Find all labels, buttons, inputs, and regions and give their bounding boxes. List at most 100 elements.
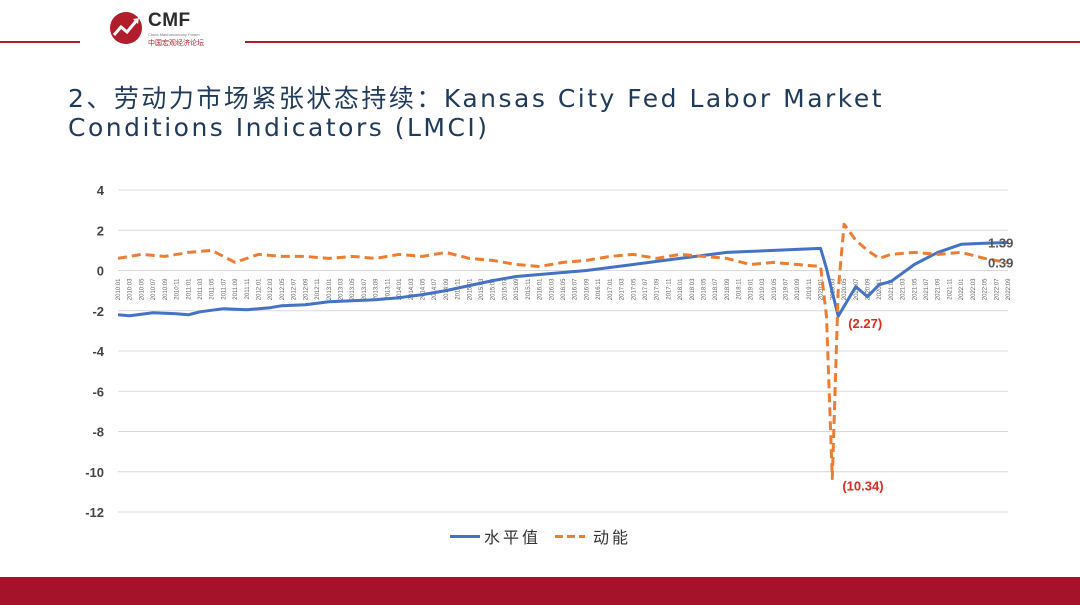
x-tick-label: 2021:11 bbox=[947, 278, 953, 300]
x-tick-label: 2015:07 bbox=[502, 278, 508, 300]
y-tick-label: -12 bbox=[85, 505, 104, 520]
x-tick-label: 2019:11 bbox=[807, 278, 813, 300]
x-tick-label: 2015:03 bbox=[479, 278, 485, 300]
data-label: 0.39 bbox=[988, 256, 1013, 271]
x-tick-label: 2013:05 bbox=[350, 278, 356, 300]
x-tick-label: 2020:09 bbox=[865, 278, 871, 300]
x-tick-label: 2011:09 bbox=[233, 278, 239, 300]
footer-bar bbox=[0, 577, 1080, 605]
chart-legend: 水平值 动能 bbox=[450, 524, 645, 548]
cmf-logo-icon bbox=[110, 12, 142, 44]
x-tick-label: 2017:01 bbox=[608, 278, 614, 300]
x-tick-label: 2020:01 bbox=[819, 278, 825, 300]
y-tick-label: 2 bbox=[97, 223, 104, 238]
x-tick-label: 2011:05 bbox=[210, 278, 216, 300]
x-tick-label: 2020:11 bbox=[877, 278, 883, 300]
y-tick-label: -6 bbox=[92, 384, 104, 399]
x-tick-label: 2013:09 bbox=[374, 278, 380, 300]
x-tick-label: 2021:03 bbox=[901, 278, 907, 300]
x-tick-label: 2022:07 bbox=[994, 278, 1000, 300]
legend-label-momentum: 动能 bbox=[593, 528, 632, 547]
x-tick-label: 2019:03 bbox=[760, 278, 766, 300]
data-label: 1.39 bbox=[988, 236, 1013, 251]
x-tick-label: 2012:03 bbox=[268, 278, 274, 300]
x-tick-label: 2018:03 bbox=[690, 278, 696, 300]
x-tick-label: 2012:07 bbox=[292, 278, 298, 300]
x-tick-label: 2012:05 bbox=[280, 278, 286, 300]
x-tick-label: 2010:11 bbox=[175, 278, 181, 300]
x-tick-label: 2013:11 bbox=[385, 278, 391, 300]
x-tick-label: 2018:09 bbox=[725, 278, 731, 300]
x-tick-label: 2020:03 bbox=[830, 278, 836, 300]
x-tick-label: 2015:09 bbox=[514, 278, 520, 300]
x-tick-label: 2021:07 bbox=[924, 278, 930, 300]
x-tick-label: 2019:07 bbox=[784, 278, 790, 300]
y-tick-label: 0 bbox=[97, 264, 104, 279]
x-tick-label: 2012:01 bbox=[257, 278, 263, 300]
data-label: (10.34) bbox=[842, 479, 883, 494]
x-tick-label: 2022:09 bbox=[1006, 278, 1012, 300]
x-tick-label: 2021:09 bbox=[936, 278, 942, 300]
x-tick-label: 2019:01 bbox=[748, 278, 754, 300]
x-tick-label: 2014:01 bbox=[397, 278, 403, 300]
x-tick-label: 2010:01 bbox=[116, 278, 122, 300]
page-title: 2、劳动力市场紧张状态持续：Kansas City Fed Labor Mark… bbox=[68, 84, 885, 142]
x-tick-label: 2020:05 bbox=[842, 278, 848, 300]
x-tick-label: 2014:05 bbox=[420, 278, 426, 300]
header-rule-right bbox=[245, 41, 1080, 43]
legend-item-momentum: 动能 bbox=[555, 524, 631, 548]
x-tick-label: 2013:07 bbox=[362, 278, 368, 300]
x-tick-label: 2012:09 bbox=[303, 278, 309, 300]
x-tick-label: 2015:11 bbox=[526, 278, 532, 300]
x-tick-label: 2010:07 bbox=[151, 278, 157, 300]
legend-label-level: 水平值 bbox=[484, 528, 542, 547]
x-tick-label: 2011:03 bbox=[198, 278, 204, 300]
x-tick-label: 2017:09 bbox=[655, 278, 661, 300]
x-tick-label: 2010:09 bbox=[163, 278, 169, 300]
x-tick-label: 2011:01 bbox=[186, 278, 192, 300]
logo-text: CMF bbox=[148, 10, 191, 31]
x-tick-label: 2017:05 bbox=[631, 278, 637, 300]
x-tick-label: 2018:05 bbox=[702, 278, 708, 300]
x-tick-label: 2015:01 bbox=[467, 278, 473, 300]
logo-chinese-name: 中国宏观经济论坛 bbox=[148, 40, 204, 47]
legend-swatch-momentum bbox=[555, 534, 586, 538]
x-tick-label: 2019:09 bbox=[795, 278, 801, 300]
x-tick-label: 2018:01 bbox=[678, 278, 684, 300]
x-tick-label: 2016:09 bbox=[584, 278, 590, 300]
x-tick-label: 2017:07 bbox=[643, 278, 649, 300]
x-tick-label: 2022:03 bbox=[971, 278, 977, 300]
x-tick-label: 2022:01 bbox=[959, 278, 965, 300]
x-tick-label: 2021:01 bbox=[889, 278, 895, 300]
series-line-level bbox=[117, 241, 1009, 318]
x-tick-label: 2022:05 bbox=[983, 278, 989, 300]
x-tick-label: 2013:03 bbox=[339, 278, 345, 300]
series-line-momentum bbox=[117, 222, 1009, 481]
x-tick-label: 2021:05 bbox=[912, 278, 918, 300]
x-tick-label: 2017:03 bbox=[620, 278, 626, 300]
x-tick-label: 2010:05 bbox=[139, 278, 145, 300]
y-tick-label: -8 bbox=[92, 425, 104, 440]
x-tick-label: 2011:11 bbox=[245, 278, 251, 299]
lmci-line-chart: 4 2 0 -2 -4 -6 -8 -10 -12 2010:01 2010:03 2010:05 20… bbox=[85, 183, 1013, 520]
y-tick-label: -10 bbox=[85, 465, 104, 480]
x-tick-label: 2019:05 bbox=[772, 278, 778, 300]
y-tick-label: -2 bbox=[92, 304, 104, 319]
x-tick-label: 2012:11 bbox=[315, 278, 321, 300]
x-tick-label: 2016:01 bbox=[538, 278, 544, 300]
legend-item-level: 水平值 bbox=[450, 524, 541, 548]
x-tick-label: 2011:07 bbox=[221, 278, 227, 300]
x-tick-label: 2016:11 bbox=[596, 278, 602, 300]
x-tick-label: 2014:03 bbox=[409, 278, 415, 300]
logo-subtitle: China Macroeconomy Forum bbox=[148, 32, 200, 37]
x-tick-label: 2017:11 bbox=[666, 278, 672, 300]
cmf-logo: CMF China Macroeconomy Forum 中国宏观经济论坛 bbox=[108, 8, 248, 48]
x-tick-label: 2015:05 bbox=[491, 278, 497, 300]
header-rule-left bbox=[0, 41, 80, 43]
legend-swatch-level bbox=[450, 534, 480, 538]
x-tick-label: 2014:07 bbox=[432, 278, 438, 300]
x-tick-label: 2010:03 bbox=[128, 278, 134, 300]
x-tick-label: 2018:07 bbox=[713, 278, 719, 300]
x-tick-label: 2016:03 bbox=[549, 278, 555, 300]
x-tick-label: 2016:07 bbox=[573, 278, 579, 300]
